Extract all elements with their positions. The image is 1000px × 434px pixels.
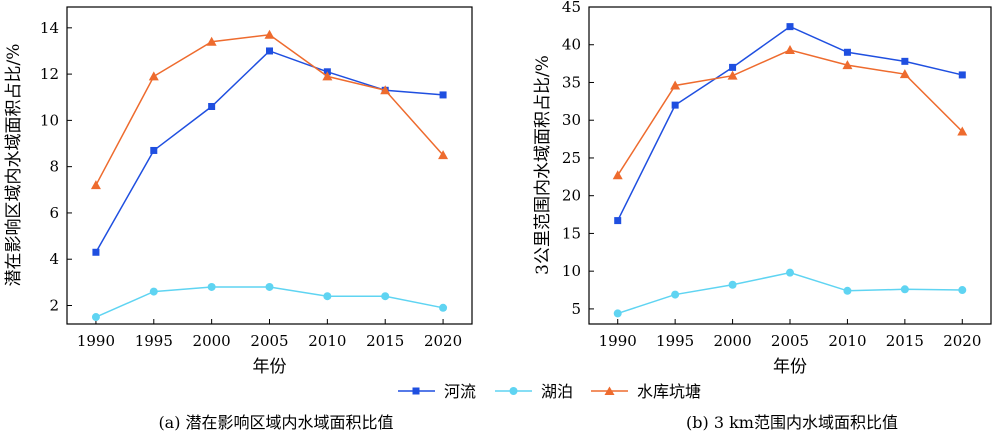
data-point-lakes (958, 286, 967, 295)
data-point-lakes (207, 282, 216, 291)
legend-label-lakes: 湖泊 (541, 382, 573, 401)
data-point-reservoirs (90, 180, 101, 190)
legend-marker-square (412, 387, 420, 395)
y-tick-label: 4 (49, 250, 59, 268)
panel-a-caption: (a) 潜在影响区域内水域面积比值 (158, 413, 393, 432)
x-tick-label: 2010 (308, 332, 346, 350)
series-line-rivers (617, 25, 963, 221)
data-point-rivers (439, 91, 447, 99)
legend-item-lakes: 湖泊 (495, 382, 573, 401)
legend: 河流 湖泊 水库坑塘 (398, 382, 701, 401)
y-axis-title: 3公里范围内水域面积占比/% (533, 55, 553, 275)
data-point-reservoirs (264, 29, 275, 39)
y-tick-label: 10 (40, 111, 59, 129)
y-tick-label: 10 (562, 262, 581, 280)
data-point-reservoirs (727, 70, 738, 80)
y-tick-label: 15 (562, 224, 581, 242)
data-point-lakes (381, 292, 390, 301)
data-point-reservoirs (612, 170, 623, 180)
y-tick-label: 35 (562, 73, 581, 91)
data-point-reservoirs (380, 85, 391, 95)
x-tick-label: 1995 (656, 332, 694, 350)
data-point-reservoirs (957, 126, 968, 136)
chart-panel-b: 5 10 15 20 25 30 35 40 45 1990 1995 2000 2005 2010 201… (533, 0, 992, 377)
data-point-rivers (92, 248, 100, 256)
data-point-rivers (208, 102, 216, 110)
data-point-reservoirs (322, 71, 333, 81)
data-point-reservoirs (670, 80, 681, 90)
series-line-lakes (617, 271, 963, 315)
y-tick-label: 45 (562, 0, 581, 16)
plot-frame (66, 6, 473, 325)
data-point-lakes (671, 290, 680, 299)
data-point-rivers (901, 57, 909, 65)
data-point-rivers (843, 48, 851, 56)
data-point-reservoirs (842, 60, 853, 70)
data-point-lakes (900, 285, 909, 294)
chart-panel-a: 2 4 6 8 10 12 14 1990 1995 2000 2005 2010 2015 2020 年份… (4, 6, 473, 377)
data-point-lakes (843, 286, 852, 295)
y-tick-label: 14 (40, 19, 59, 37)
y-tick-label: 5 (571, 300, 581, 318)
legend-item-rivers: 河流 (398, 382, 476, 401)
x-tick-label: 2010 (828, 332, 866, 350)
data-point-lakes (323, 292, 332, 301)
x-tick-label: 2015 (886, 332, 924, 350)
data-point-lakes (265, 282, 274, 291)
x-tick-label: 1995 (135, 332, 173, 350)
legend-label-reservoirs: 水库坑塘 (637, 382, 701, 401)
y-tick-label: 8 (49, 158, 59, 176)
data-point-reservoirs (438, 150, 449, 160)
series-line-reservoirs (95, 33, 444, 186)
data-point-rivers (150, 146, 158, 154)
y-tick-label: 2 (49, 296, 59, 314)
y-tick-label: 12 (40, 65, 59, 83)
data-point-lakes (149, 287, 158, 296)
data-point-reservoirs (899, 69, 910, 79)
legend-marker-triangle (604, 386, 615, 395)
data-point-rivers (958, 71, 966, 79)
data-point-rivers (266, 47, 273, 55)
x-tick-label: 2015 (366, 332, 404, 350)
data-point-lakes (728, 280, 737, 289)
series-line-reservoirs (617, 49, 963, 176)
series-line-lakes (95, 286, 444, 318)
data-point-rivers (729, 63, 737, 71)
data-point-lakes (613, 309, 622, 318)
x-tick-label: 2005 (250, 332, 288, 350)
y-tick-label: 40 (562, 36, 581, 54)
data-point-lakes (91, 313, 100, 322)
y-tick-label: 30 (562, 111, 581, 129)
legend-label-rivers: 河流 (444, 382, 476, 401)
series-line-rivers (95, 50, 444, 253)
x-tick-label: 1990 (599, 332, 637, 350)
data-point-lakes (439, 303, 448, 312)
y-tick-label: 20 (562, 187, 581, 205)
x-tick-label: 2000 (713, 332, 751, 350)
x-tick-label: 2005 (771, 332, 809, 350)
data-point-rivers (614, 217, 622, 225)
legend-item-reservoirs: 水库坑塘 (591, 382, 701, 401)
panel-b-caption: (b) 3 km范围内水域面积比值 (686, 413, 898, 432)
legend-marker-circle (509, 387, 518, 395)
data-point-rivers (786, 23, 794, 31)
data-point-reservoirs (148, 71, 159, 81)
data-point-reservoirs (785, 45, 795, 55)
data-point-reservoirs (206, 36, 217, 46)
x-tick-label: 2000 (193, 332, 231, 350)
x-tick-label: 1990 (77, 332, 115, 350)
y-tick-label: 25 (562, 149, 581, 167)
x-tick-label: 2020 (424, 332, 462, 350)
x-tick-label: 2020 (943, 332, 981, 350)
x-axis-title: 年份 (773, 357, 807, 377)
data-point-lakes (786, 268, 794, 277)
data-point-rivers (671, 101, 679, 109)
y-axis-title: 潜在影响区域内水域面积占比/% (4, 44, 24, 287)
x-axis-title: 年份 (253, 357, 287, 377)
y-tick-label: 6 (49, 204, 59, 222)
